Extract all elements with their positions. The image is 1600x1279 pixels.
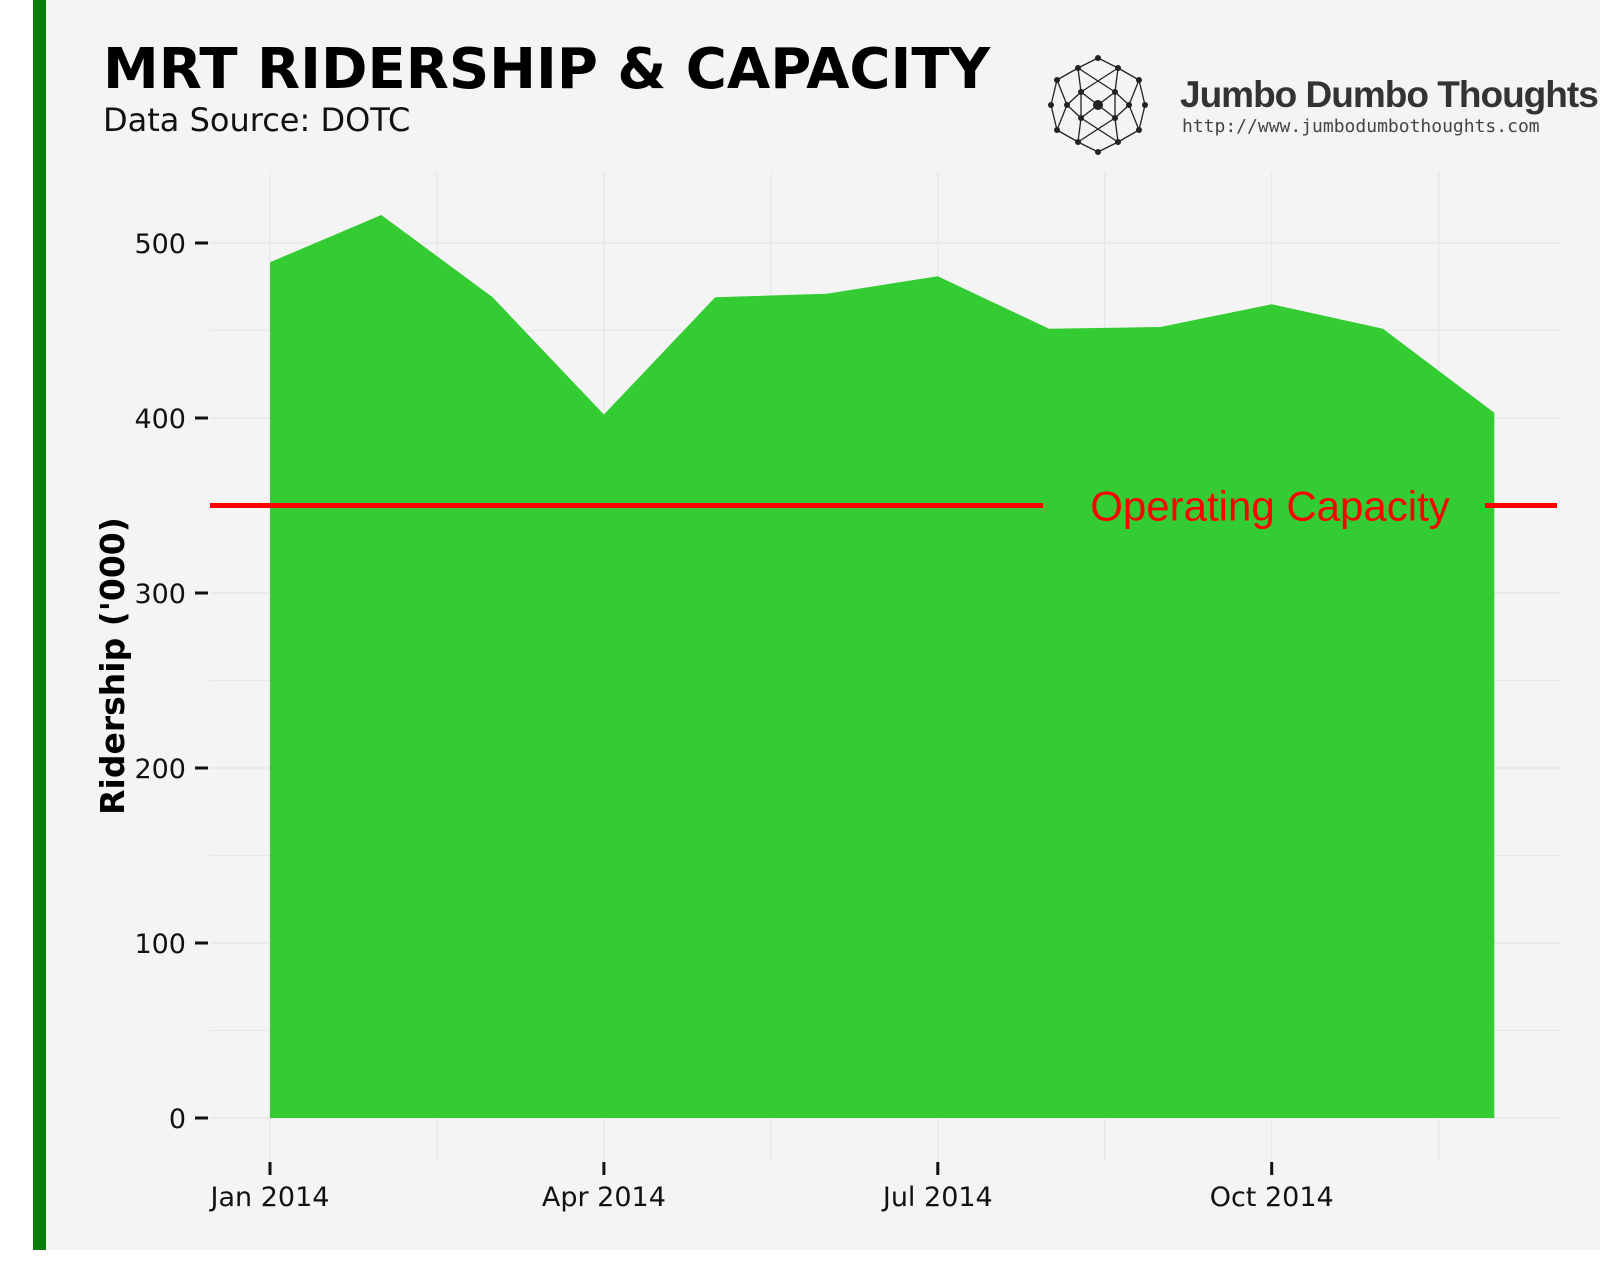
chart-subtitle: Data Source: DOTC	[103, 101, 411, 139]
x-tick-label: Jul 2014	[881, 1182, 993, 1213]
x-tick-label: Apr 2014	[542, 1182, 666, 1213]
y-tick-label: 100	[134, 929, 186, 960]
capacity-label: Operating Capacity	[1090, 483, 1450, 530]
ridership-area	[270, 215, 1495, 1118]
brand-name: Jumbo Dumbo Thoughts	[1180, 74, 1599, 115]
network-node-icon	[1048, 55, 1148, 155]
x-tick-label: Jan 2014	[209, 1182, 330, 1213]
y-tick-label: 0	[169, 1104, 186, 1135]
y-axis-label: Ridership ('000)	[93, 517, 132, 815]
y-tick-label: 200	[134, 754, 186, 785]
y-tick-label: 400	[134, 404, 186, 435]
x-tick-label: Oct 2014	[1210, 1182, 1334, 1213]
chart-title: MRT RIDERSHIP & CAPACITY	[103, 37, 991, 102]
y-tick-label: 300	[134, 579, 186, 610]
left-accent-bar	[33, 0, 46, 1250]
brand-logo: Jumbo Dumbo Thoughts http://www.jumbodum…	[1048, 50, 1600, 160]
y-tick-label: 500	[134, 229, 186, 260]
brand-url: http://www.jumbodumbothoughts.com	[1182, 116, 1540, 137]
